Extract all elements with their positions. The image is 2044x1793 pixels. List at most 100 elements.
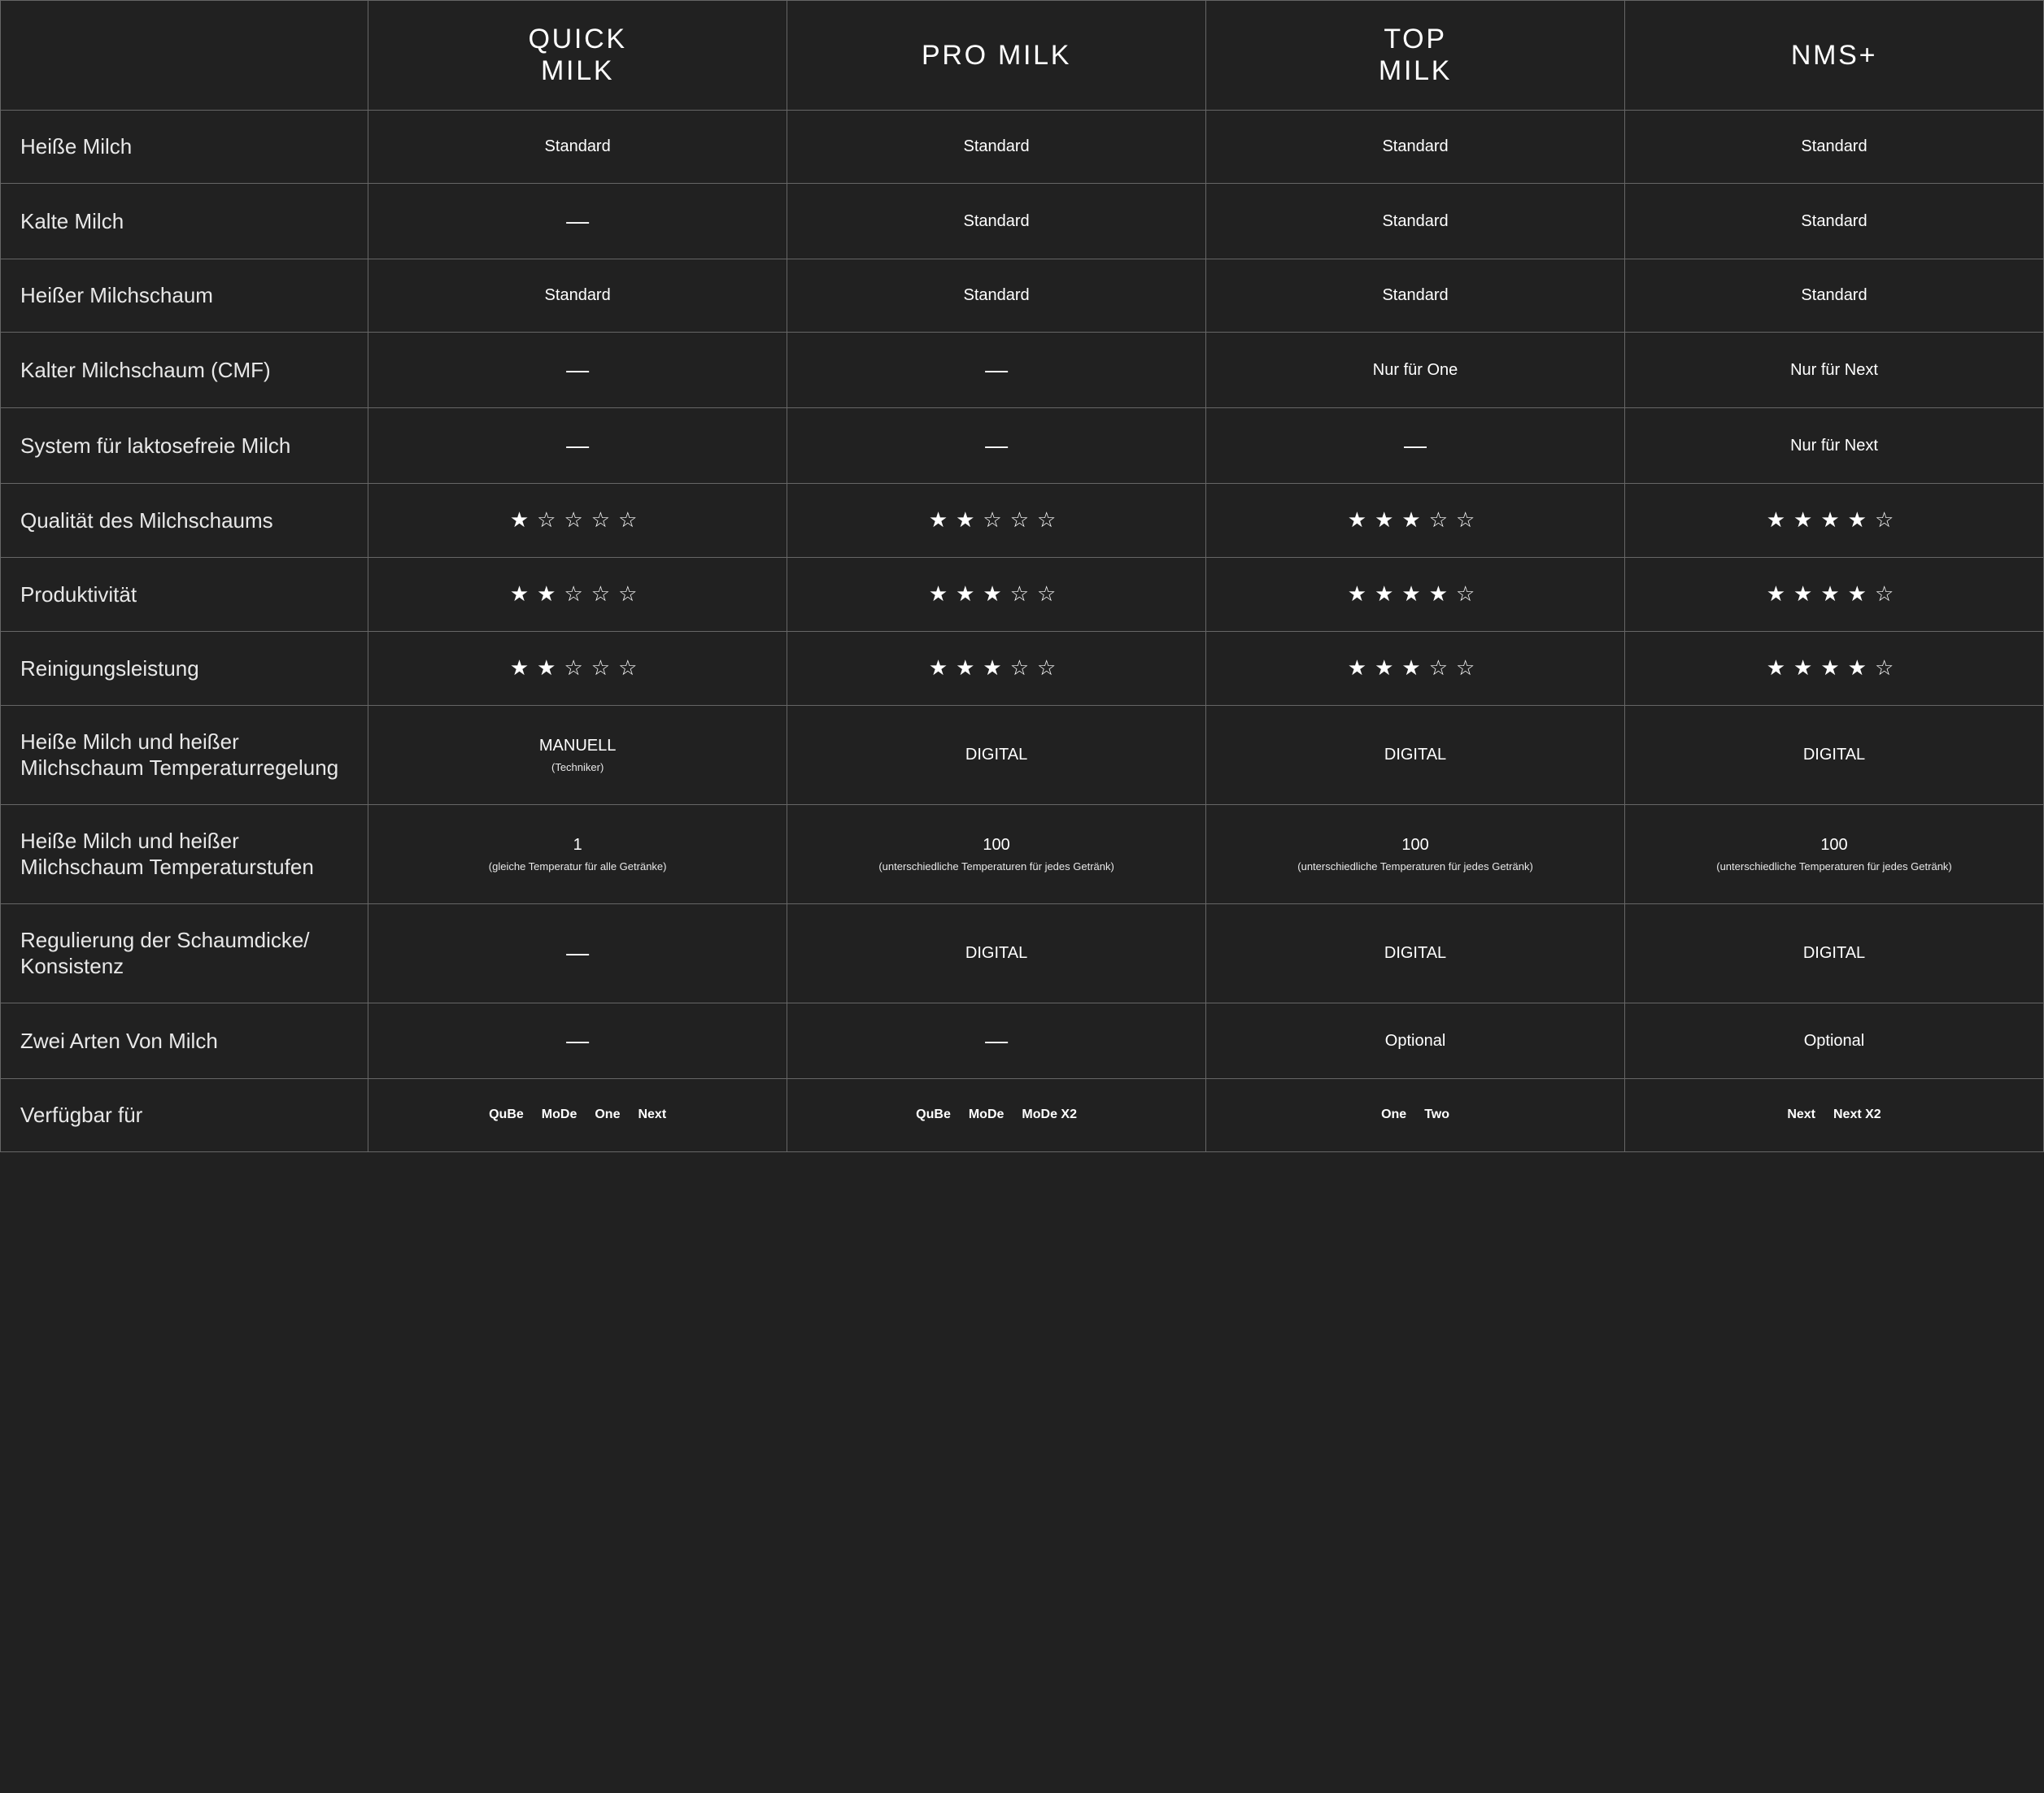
row-label: Zwei Arten Von Milch [1,1003,368,1078]
cell: — [368,183,787,259]
cell: ★★★★☆ [1625,558,2044,632]
cell-text: 100 [1226,834,1605,855]
star-rating: ★☆☆☆☆ [510,507,646,532]
row-label: Heiße Milch [1,111,368,184]
cell: Standard [1625,259,2044,333]
table-row: Produktivität★★☆☆☆★★★☆☆★★★★☆★★★★☆ [1,558,2044,632]
star-rating: ★★★☆☆ [929,581,1065,606]
availability-list: OneTwo [1226,1107,1605,1124]
table-row: Heiße Milch und heißer Milchschaum Tempe… [1,804,2044,903]
cell: ★★★☆☆ [1206,484,1625,558]
cell: ★☆☆☆☆ [368,484,787,558]
cell-text: 100 [807,834,1186,855]
header-row: QUICKMILKPRO MILKTOPMILKNMS+ [1,1,2044,111]
cell: — [368,1003,787,1078]
cell-text: DIGITAL [1384,944,1446,962]
cell: Standard [787,259,1206,333]
cell: Standard [787,183,1206,259]
row-label: Heißer Milchschaum [1,259,368,333]
cell: — [368,332,787,407]
cell-text: DIGITAL [1803,944,1865,962]
cell-text: DIGITAL [965,746,1027,764]
column-header-quick: QUICKMILK [368,1,787,111]
cell: Standard [368,259,787,333]
cell: ★★☆☆☆ [787,484,1206,558]
star-rating: ★★★☆☆ [929,655,1065,680]
cell-text: Standard [1801,212,1867,230]
cell-text: Nur für Next [1790,361,1878,379]
cell: — [368,903,787,1003]
cell: OneTwo [1206,1079,1625,1152]
cell-text: Standard [964,137,1030,155]
cell: — [787,1003,1206,1078]
availability-item: QuBe [916,1107,951,1124]
cell-text: Nur für Next [1790,437,1878,455]
star-rating: ★★☆☆☆ [510,581,646,606]
cell-text: MANUELL [388,735,767,756]
column-header-line2: MILK [541,55,614,86]
dash-icon: — [1404,433,1427,458]
row-label: Reinigungsleistung [1,631,368,705]
availability-item: MoDe X2 [1022,1107,1077,1124]
availability-list: NextNext X2 [1645,1107,2024,1124]
star-rating: ★★★☆☆ [1348,655,1484,680]
availability-item: One [595,1107,620,1124]
cell-text: Standard [1801,286,1867,304]
cell-text: Standard [1801,137,1867,155]
cell: DIGITAL [1625,705,2044,804]
cell: ★★★★☆ [1625,484,2044,558]
table-row: Heißer MilchschaumStandardStandardStanda… [1,259,2044,333]
column-header-line1: QUICK [528,24,626,54]
cell: — [787,407,1206,483]
column-header-nms: NMS+ [1625,1,2044,111]
cell: DIGITAL [1625,903,2044,1003]
cell: Optional [1206,1003,1625,1078]
row-label: Kalter Milchschaum (CMF) [1,332,368,407]
availability-list: QuBeMoDeOneNext [388,1107,767,1124]
cell-subtext: (unterschiedliche Temperaturen für jedes… [807,860,1186,874]
availability-item: Next X2 [1833,1107,1881,1124]
cell: QuBeMoDeOneNext [368,1079,787,1152]
cell-text: DIGITAL [1803,746,1865,764]
table-row: Reinigungsleistung ★★☆☆☆ ★★★☆☆ ★★★☆☆ ★★★★☆ [1,631,2044,705]
table-row: Verfügbar fürQuBeMoDeOneNextQuBeMoDeMoDe… [1,1079,2044,1152]
cell: Nur für One [1206,332,1625,407]
cell-text: 1 [388,834,767,855]
availability-item: QuBe [489,1107,524,1124]
table-row: System für laktosefreie Milch———Nur für … [1,407,2044,483]
cell-text: Standard [545,137,611,155]
cell-text: Standard [1382,212,1448,230]
cell-text: Standard [1382,137,1448,155]
dash-icon: — [566,940,589,965]
dash-icon: — [985,433,1008,458]
availability-item: One [1381,1107,1406,1124]
dash-icon: — [566,208,589,233]
cell: 100 (unterschiedliche Temperaturen für je… [1206,804,1625,903]
cell: — [368,407,787,483]
cell-subtext: (unterschiedliche Temperaturen für jedes… [1645,860,2024,874]
star-rating: ★★☆☆☆ [510,655,646,680]
table-row: Kalter Milchschaum (CMF)——Nur für OneNur… [1,332,2044,407]
star-rating: ★★★★☆ [1767,655,1902,680]
cell-text: 100 [1645,834,2024,855]
column-header-line1: NMS+ [1791,40,1877,71]
row-label: Heiße Milch und heißer Milchschaum Tempe… [1,804,368,903]
cell-text: DIGITAL [965,944,1027,962]
table-row: Kalte Milch—StandardStandardStandard [1,183,2044,259]
cell: DIGITAL [1206,705,1625,804]
cell-subtext: (unterschiedliche Temperaturen für jedes… [1226,860,1605,874]
table-row: Qualität des Milchschaums★☆☆☆☆★★☆☆☆★★★☆☆… [1,484,2044,558]
star-rating: ★★★★☆ [1767,507,1902,532]
cell-text: Standard [1382,286,1448,304]
cell: 100 (unterschiedliche Temperaturen für je… [787,804,1206,903]
cell: DIGITAL [1206,903,1625,1003]
cell: Standard [368,111,787,184]
cell: QuBeMoDeMoDe X2 [787,1079,1206,1152]
availability-list: QuBeMoDeMoDe X2 [807,1107,1186,1124]
column-header-line1: TOP [1384,24,1446,54]
row-label: Regulierung der Schaumdicke/ Konsistenz [1,903,368,1003]
cell: Standard [1206,259,1625,333]
cell: DIGITAL [787,903,1206,1003]
cell: ★★☆☆☆ [368,631,787,705]
cell: ★★☆☆☆ [368,558,787,632]
